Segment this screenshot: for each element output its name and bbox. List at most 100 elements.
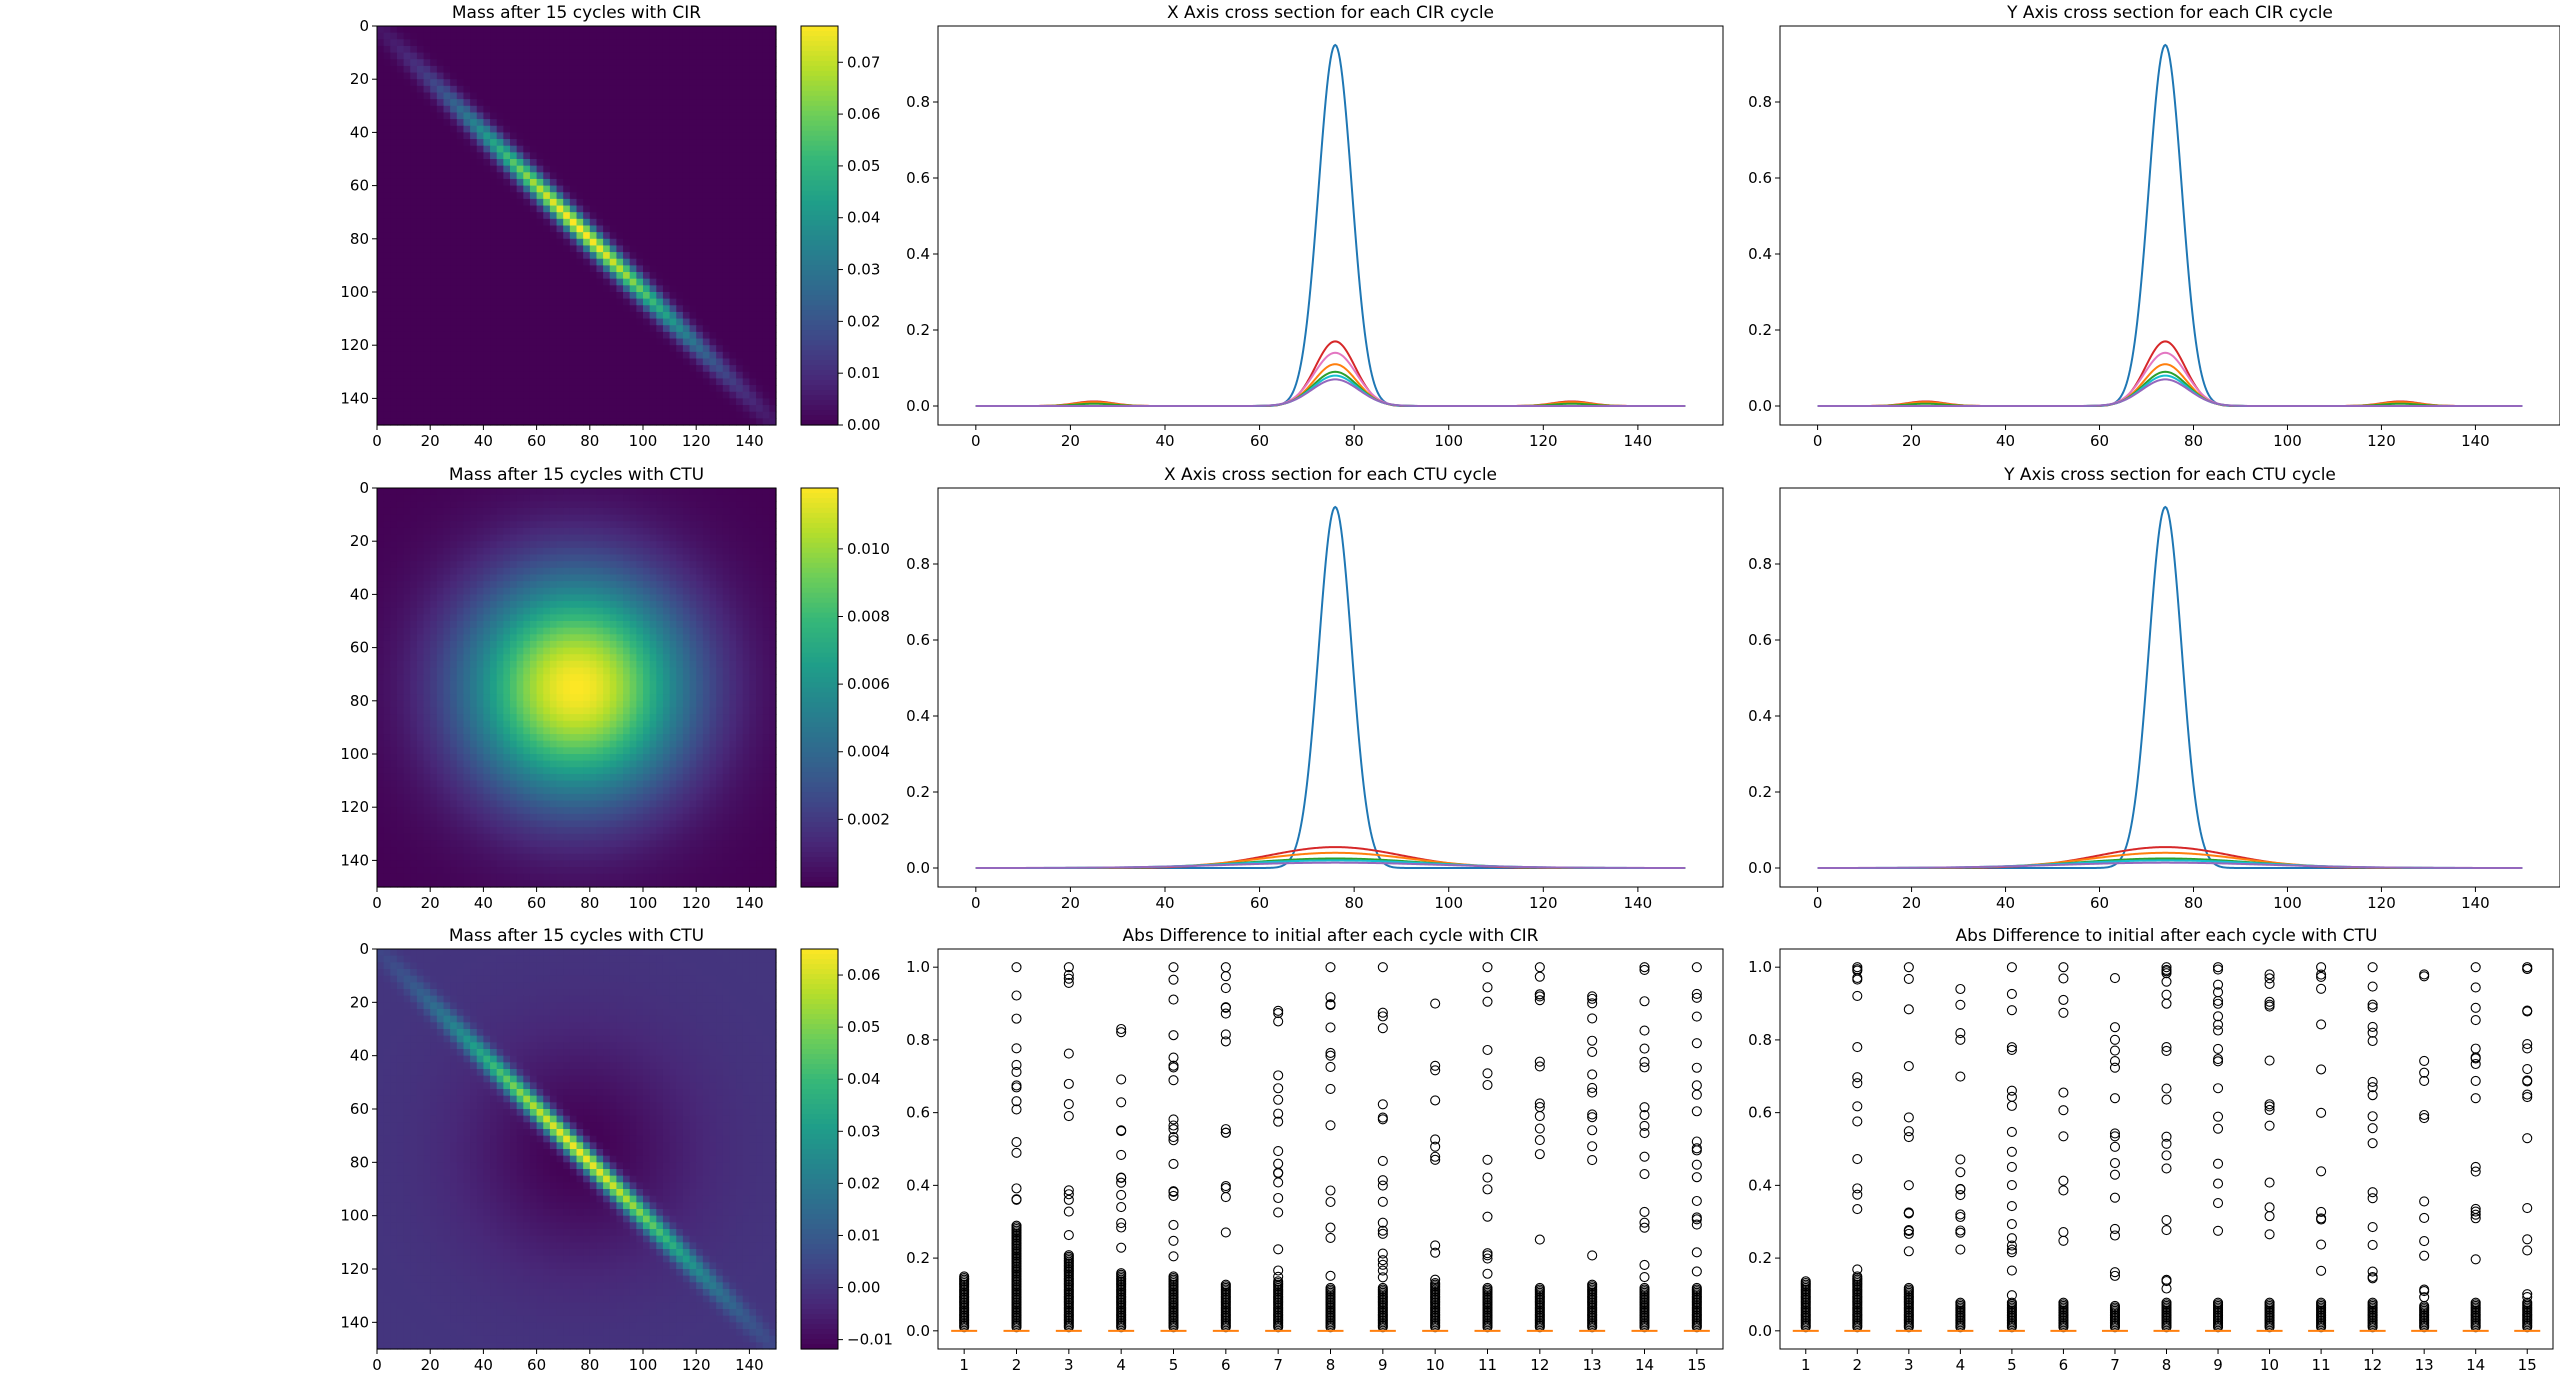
heatmap-cell — [436, 272, 445, 280]
heatmap-cell — [716, 32, 724, 40]
heatmap-cell — [476, 272, 484, 280]
heatmap-cell — [556, 159, 564, 167]
heatmap-cell — [762, 92, 770, 100]
heatmap-cell — [722, 292, 731, 300]
heatmap-cell — [616, 105, 624, 114]
heatmap-cell — [516, 225, 524, 233]
heatmap-cell — [556, 92, 564, 100]
heatmap-cell — [716, 594, 724, 602]
heatmap-cell — [416, 371, 425, 380]
heatmap-cell — [623, 92, 631, 100]
heatmap-cell — [483, 272, 491, 280]
heatmap-cell — [456, 252, 465, 260]
heatmap-cell — [716, 198, 724, 207]
heatmap-cell — [609, 159, 617, 167]
heatmap-cell — [623, 245, 631, 253]
heatmap-cell — [410, 278, 418, 286]
heatmap-cell — [523, 318, 531, 326]
heatmap-cell — [702, 411, 711, 419]
heatmap-cell — [403, 371, 411, 380]
heatmap-cell — [702, 218, 711, 227]
heatmap-cell — [470, 132, 478, 140]
heatmap-cell — [403, 418, 411, 426]
heatmap-cell — [756, 391, 764, 399]
heatmap-cell — [490, 99, 498, 107]
heatmap-cell — [523, 501, 531, 509]
heatmap-cell — [583, 99, 591, 107]
heatmap-cell — [756, 365, 764, 373]
heatmap-cell — [636, 59, 644, 67]
heatmap-cell — [383, 351, 391, 360]
heatmap-cell — [609, 338, 617, 346]
heatmap-cell — [736, 581, 744, 589]
heatmap-cell — [443, 385, 451, 393]
chart-title: X Axis cross section for each CIR cycle — [1167, 3, 1494, 23]
heatmap-cell — [450, 39, 458, 47]
heatmap-cell — [490, 139, 498, 147]
heatmap-cell — [603, 139, 611, 147]
heatmap-cell — [762, 125, 770, 133]
heatmap-cell — [709, 145, 717, 153]
heatmap-cell — [456, 391, 465, 399]
heatmap-cell — [696, 185, 704, 193]
heatmap-cell — [589, 92, 598, 100]
heatmap-cell — [463, 205, 471, 213]
heatmap-cell — [490, 581, 498, 589]
heatmap-cell — [377, 99, 385, 107]
heatmap-cell — [496, 198, 504, 207]
heatmap-cell — [410, 338, 418, 346]
heatmap-cell — [503, 265, 511, 273]
heatmap-cell — [749, 232, 757, 240]
heatmap-cell — [649, 92, 657, 100]
heatmap-cell — [456, 292, 465, 300]
heatmap-cell — [463, 165, 471, 173]
heatmap-cell — [490, 192, 498, 200]
colorbar-cell — [801, 100, 838, 107]
heatmap-cell — [496, 305, 504, 313]
heatmap-cell — [430, 112, 438, 120]
heatmap-cell — [742, 587, 750, 595]
heatmap-cell — [722, 607, 731, 615]
heatmap-cell — [756, 398, 764, 406]
heatmap-cell — [742, 547, 750, 556]
heatmap-cell — [416, 278, 425, 286]
heatmap-cell — [656, 514, 664, 522]
heatmap-cell — [616, 298, 624, 306]
heatmap-cell — [722, 32, 731, 40]
heatmap-cell — [716, 205, 724, 213]
heatmap-cell — [416, 345, 425, 353]
heatmap-cell — [510, 607, 518, 615]
heatmap-cell — [536, 205, 544, 213]
heatmap-cell — [643, 601, 651, 609]
heatmap-cell — [483, 292, 491, 300]
heatmap-cell — [549, 574, 558, 582]
heatmap-cell — [396, 514, 405, 522]
heatmap-cell — [729, 132, 737, 140]
heatmap-cell — [496, 59, 504, 67]
heatmap-cell — [656, 212, 664, 220]
heatmap-cell — [689, 79, 697, 87]
colorbar-cell — [801, 365, 838, 371]
heatmap-cell — [669, 285, 677, 293]
heatmap-cell — [669, 601, 677, 609]
heatmap-cell — [403, 52, 411, 60]
heatmap-cell — [689, 521, 697, 529]
heatmap-cell — [636, 39, 644, 47]
heatmap-cell — [629, 405, 637, 413]
heatmap-cell — [503, 152, 511, 160]
heatmap-cell — [410, 391, 418, 399]
colorbar-cell — [801, 175, 838, 182]
heatmap-cell — [722, 371, 731, 380]
heatmap-cell — [396, 85, 405, 94]
heatmap-cell — [543, 32, 551, 40]
heatmap-cell — [589, 152, 598, 160]
heatmap-cell — [649, 385, 657, 393]
heatmap-cell — [669, 205, 677, 213]
heatmap-cell — [583, 112, 591, 120]
heatmap-cell — [476, 507, 484, 516]
heatmap-cell — [496, 331, 504, 340]
heatmap-cell — [396, 581, 405, 589]
heatmap-cell — [636, 488, 644, 496]
heatmap-cell — [656, 198, 664, 207]
heatmap-cell — [483, 139, 491, 147]
